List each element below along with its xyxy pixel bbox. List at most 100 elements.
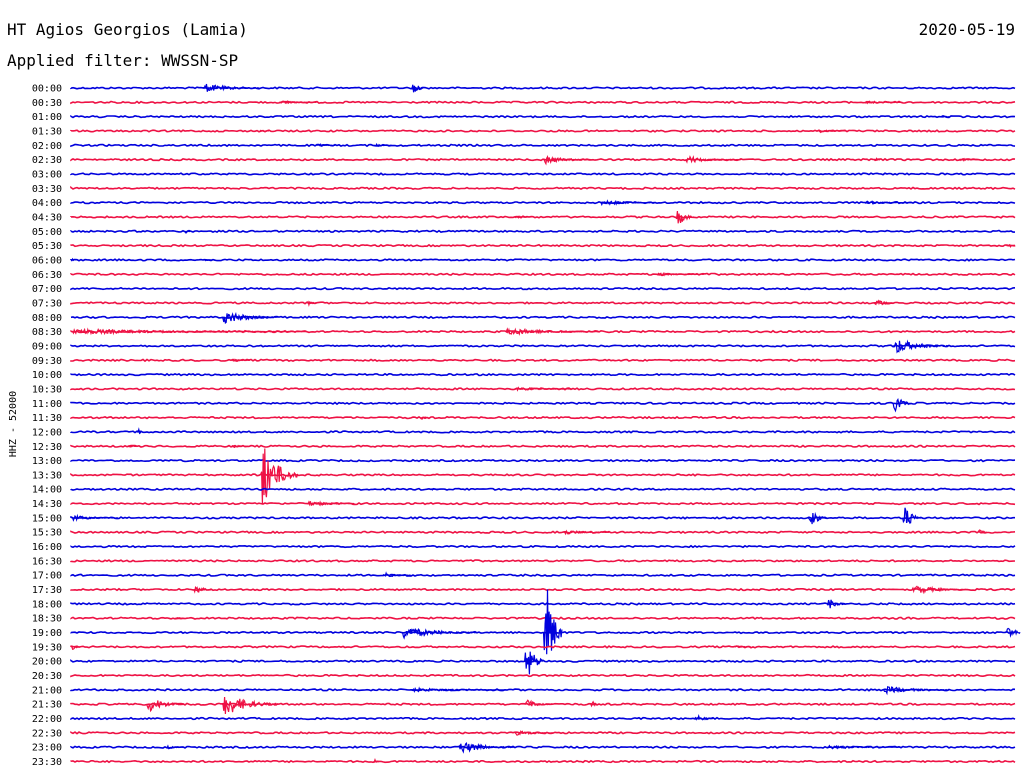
time-tick-label: 17:00 xyxy=(32,571,62,582)
trace-baseline xyxy=(70,472,1016,477)
trace-row xyxy=(70,142,1016,148)
trace-row xyxy=(70,83,1016,93)
station-title: HT Agios Georgios (Lamia) xyxy=(7,20,248,39)
time-tick-label: 15:00 xyxy=(32,513,62,524)
time-tick-label: 07:00 xyxy=(32,284,62,295)
trace-row xyxy=(70,458,1016,463)
trace-baseline xyxy=(70,200,1016,205)
time-tick-label: 08:30 xyxy=(32,327,62,338)
time-tick-label: 18:30 xyxy=(32,614,62,625)
trace-baseline xyxy=(70,688,1016,692)
seismic-event xyxy=(514,729,553,736)
trace-baseline xyxy=(70,143,1016,148)
seismic-event xyxy=(694,714,714,721)
seismic-event xyxy=(231,444,251,449)
trace-baseline xyxy=(70,415,1016,420)
trace-baseline xyxy=(70,616,1016,620)
trace-baseline xyxy=(70,129,1016,133)
trace-row xyxy=(70,729,1016,736)
time-tick-label: 00:30 xyxy=(32,98,62,109)
seismic-event xyxy=(70,644,81,651)
trace-row xyxy=(70,129,1016,134)
seismic-event xyxy=(826,744,903,750)
time-tick-label: 22:30 xyxy=(32,728,62,739)
seismic-event xyxy=(373,757,380,763)
trace-row xyxy=(70,271,1016,277)
seismic-event xyxy=(883,685,950,696)
trace-row xyxy=(70,243,1016,249)
seismic-event xyxy=(656,271,705,277)
seismic-event xyxy=(514,215,534,219)
trace-row xyxy=(70,257,1016,262)
seismic-event xyxy=(278,99,317,105)
trace-row xyxy=(70,185,1016,191)
time-tick-label: 19:30 xyxy=(32,642,62,653)
seismic-event xyxy=(70,513,119,522)
seismic-event xyxy=(1006,243,1016,249)
trace-row xyxy=(70,172,1016,176)
trace-row xyxy=(70,714,1016,721)
trace-row xyxy=(70,386,1016,392)
seismic-event xyxy=(382,571,411,578)
trace-row xyxy=(70,757,1016,764)
trace-row xyxy=(70,312,1016,324)
trace-baseline xyxy=(70,458,1016,463)
seismic-event xyxy=(174,617,184,620)
seismic-event xyxy=(977,529,988,534)
trace-row xyxy=(70,299,1015,308)
seismic-event xyxy=(146,700,185,713)
trace-row xyxy=(70,154,1016,166)
time-tick-label: 23:00 xyxy=(32,743,62,754)
seismic-event xyxy=(420,416,427,420)
trace-row xyxy=(70,673,1016,678)
trace-baseline xyxy=(70,587,1016,592)
trace-baseline xyxy=(70,301,1015,305)
trace-baseline xyxy=(70,372,1016,377)
trace-baseline xyxy=(70,602,1016,606)
trace-row xyxy=(70,444,1016,449)
trace-row xyxy=(70,114,1016,119)
trace-baseline xyxy=(70,100,1016,105)
seismic-event xyxy=(600,199,657,207)
trace-row xyxy=(70,372,1016,377)
seismic-event xyxy=(542,589,563,655)
seismic-event xyxy=(685,155,742,164)
time-tick-label: 19:00 xyxy=(32,628,62,639)
time-tick-label: 10:00 xyxy=(32,370,62,381)
time-tick-label: 04:00 xyxy=(32,198,62,209)
seismic-event xyxy=(817,129,846,134)
trace-row xyxy=(70,644,1016,651)
time-tick-label: 03:00 xyxy=(32,169,62,180)
seismic-event xyxy=(316,142,336,147)
seismic-event xyxy=(221,312,279,324)
time-tick-label: 04:30 xyxy=(32,212,62,223)
time-tick-label: 00:00 xyxy=(32,84,62,95)
seismic-event xyxy=(1005,627,1021,638)
trace-baseline xyxy=(70,430,1016,434)
trace-baseline xyxy=(70,487,1016,491)
seismic-event xyxy=(457,741,515,754)
trace-baseline xyxy=(70,630,1016,635)
seismic-event xyxy=(873,299,893,306)
trace-baseline xyxy=(70,86,1016,90)
time-tick-label: 10:30 xyxy=(32,384,62,395)
trace-row xyxy=(70,210,1016,224)
trace-baseline xyxy=(70,516,1015,520)
seismic-event xyxy=(410,686,506,694)
time-tick-label: 15:30 xyxy=(32,528,62,539)
trace-row xyxy=(70,696,1016,715)
seismic-event xyxy=(127,445,137,448)
trace-row xyxy=(70,487,1016,491)
trace-baseline xyxy=(70,114,1016,119)
trace-row xyxy=(70,741,1016,754)
trace-baseline xyxy=(70,272,1016,277)
time-tick-label: 14:30 xyxy=(32,499,62,510)
trace-baseline xyxy=(70,530,1016,534)
plot-date: 2020-05-19 xyxy=(918,20,1015,39)
trace-row xyxy=(70,199,1016,207)
trace-baseline xyxy=(70,286,1016,291)
trace-baseline xyxy=(70,172,1016,176)
trace-row xyxy=(70,616,1016,620)
seismic-event xyxy=(505,327,601,336)
trace-row xyxy=(70,585,1016,595)
